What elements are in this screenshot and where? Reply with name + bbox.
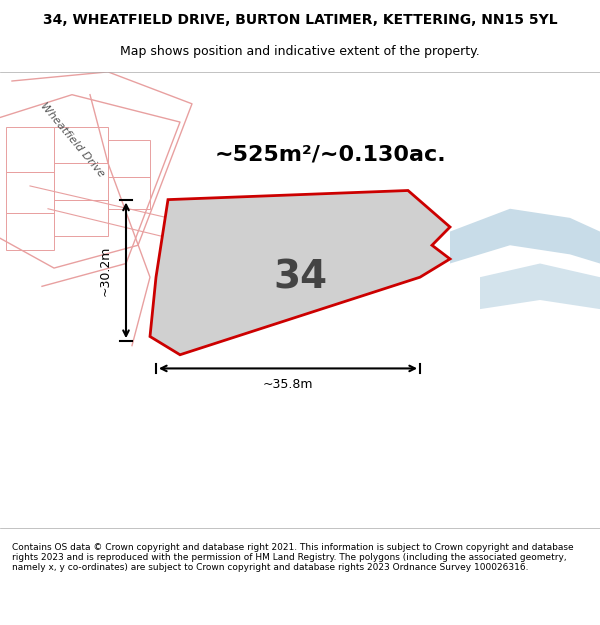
Text: ~525m²/~0.130ac.: ~525m²/~0.130ac. — [214, 144, 446, 164]
Polygon shape — [150, 191, 450, 355]
Text: Map shows position and indicative extent of the property.: Map shows position and indicative extent… — [120, 45, 480, 58]
Text: Wheatfield Drive: Wheatfield Drive — [38, 101, 106, 179]
Text: ~35.8m: ~35.8m — [263, 378, 313, 391]
Polygon shape — [450, 209, 600, 264]
Polygon shape — [0, 72, 210, 278]
Text: Contains OS data © Crown copyright and database right 2021. This information is : Contains OS data © Crown copyright and d… — [12, 542, 574, 572]
Text: 34, WHEATFIELD DRIVE, BURTON LATIMER, KETTERING, NN15 5YL: 34, WHEATFIELD DRIVE, BURTON LATIMER, KE… — [43, 13, 557, 27]
Text: 34: 34 — [273, 258, 327, 296]
Text: ~30.2m: ~30.2m — [98, 245, 112, 296]
Polygon shape — [0, 72, 90, 163]
Polygon shape — [480, 264, 600, 309]
